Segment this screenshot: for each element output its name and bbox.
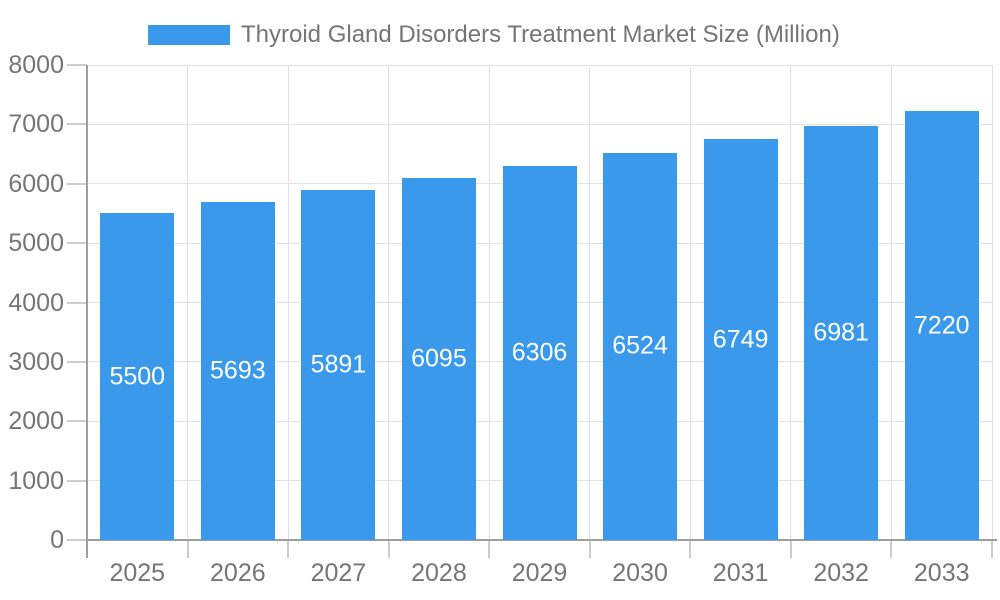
- bar-value-label: 5500: [109, 362, 166, 391]
- gridline-vertical: [388, 65, 390, 540]
- gridline-vertical: [790, 65, 792, 540]
- y-axis-label: 5000: [8, 229, 64, 258]
- gridline-vertical: [991, 65, 993, 540]
- x-axis-label: 2032: [813, 559, 869, 587]
- gridline-vertical: [890, 65, 892, 540]
- y-axis-label: 7000: [8, 110, 64, 139]
- x-axis-tick: [488, 540, 491, 558]
- gridline-horizontal: [87, 123, 992, 125]
- bar-value-label: 6981: [813, 318, 869, 347]
- gridline-horizontal: [87, 64, 992, 66]
- gridline-vertical: [187, 65, 189, 540]
- x-axis-label: 2030: [612, 559, 668, 587]
- bar-value-label: 6524: [612, 331, 668, 360]
- y-axis-tick: [67, 123, 87, 126]
- y-axis-tick: [67, 301, 87, 304]
- bar-value-label: 6306: [511, 338, 568, 367]
- bar[interactable]: [703, 139, 778, 540]
- y-axis-label: 2000: [8, 407, 64, 436]
- bar[interactable]: [804, 125, 879, 540]
- x-axis-tick: [789, 540, 792, 558]
- y-axis-tick: [67, 539, 87, 541]
- y-axis-tick: [67, 420, 87, 423]
- bar-value-label: 5693: [210, 356, 266, 385]
- x-axis-tick: [588, 540, 591, 558]
- y-axis-label: 8000: [8, 51, 64, 79]
- y-axis-tick: [67, 242, 87, 245]
- bar[interactable]: [200, 201, 275, 540]
- bar[interactable]: [603, 152, 678, 540]
- y-axis-label: 4000: [8, 288, 64, 317]
- bar-value-label: 6749: [712, 325, 769, 354]
- y-axis-label: 1000: [8, 466, 64, 495]
- y-axis-tick: [67, 182, 87, 185]
- x-axis-tick: [287, 540, 290, 558]
- bar[interactable]: [502, 165, 577, 540]
- y-axis-label: 3000: [8, 347, 64, 376]
- y-axis-tick: [67, 479, 87, 482]
- x-axis-label: 2026: [210, 559, 266, 587]
- legend-label: Thyroid Gland Disorders Treatment Market…: [241, 21, 840, 48]
- bar-value-label: 6095: [411, 344, 467, 373]
- bar[interactable]: [100, 213, 175, 540]
- x-axis-line: [87, 539, 997, 541]
- legend-swatch: [148, 25, 230, 45]
- gridline-vertical: [488, 65, 490, 540]
- x-axis-tick: [387, 540, 390, 558]
- x-axis-tick: [991, 540, 993, 558]
- x-axis-tick: [186, 540, 189, 558]
- gridline-vertical: [589, 65, 591, 540]
- x-axis-label: 2028: [411, 559, 467, 587]
- y-axis-label: 6000: [8, 169, 64, 198]
- y-axis-line: [86, 65, 88, 558]
- bar[interactable]: [401, 178, 476, 540]
- y-axis-tick: [67, 360, 87, 363]
- y-axis-label: 0: [50, 526, 64, 554]
- x-axis-label: 2033: [913, 559, 970, 587]
- x-axis-tick: [890, 540, 893, 558]
- bar-value-label: 7220: [913, 311, 970, 340]
- x-axis-label: 2025: [109, 559, 166, 587]
- gridline-vertical: [689, 65, 691, 540]
- bar-value-label: 5891: [310, 350, 367, 379]
- x-axis-label: 2029: [511, 559, 568, 587]
- y-axis-tick: [67, 64, 87, 66]
- bar[interactable]: [904, 111, 979, 540]
- legend-item[interactable]: Thyroid Gland Disorders Treatment Market…: [148, 21, 840, 49]
- gridline-vertical: [287, 65, 289, 540]
- x-axis-tick: [689, 540, 692, 558]
- x-axis-label: 2027: [310, 559, 367, 587]
- x-axis-label: 2031: [712, 559, 769, 587]
- bar[interactable]: [301, 190, 376, 540]
